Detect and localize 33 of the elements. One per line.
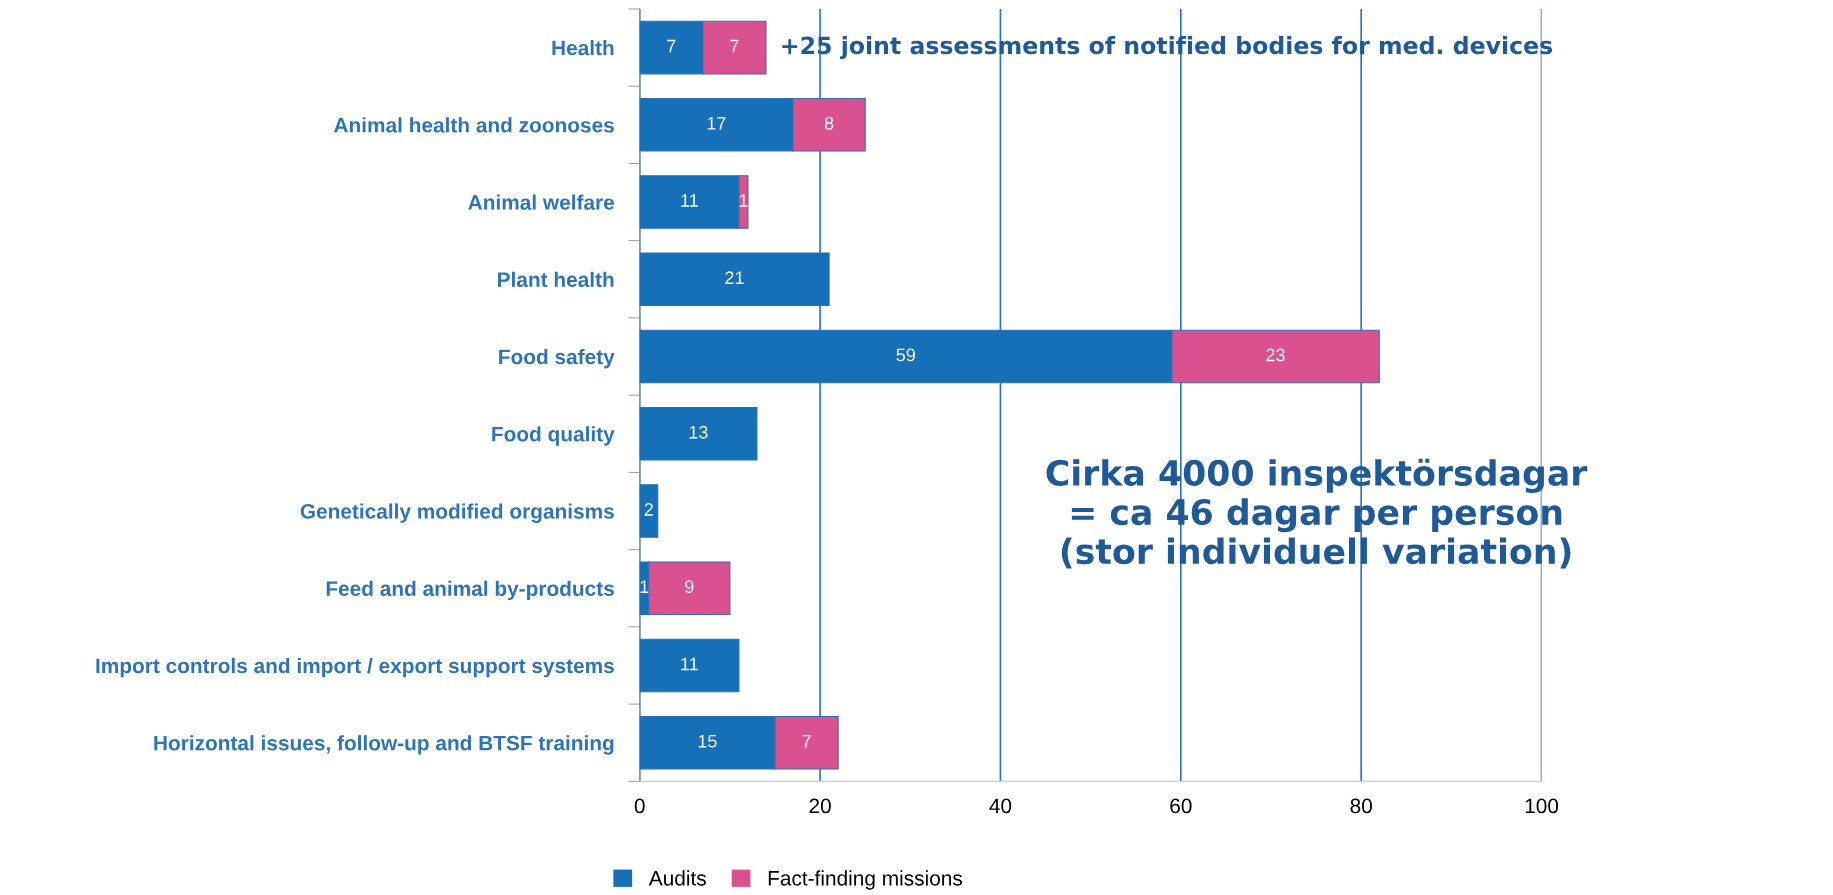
- data-label: 59: [896, 348, 915, 362]
- data-label: 2: [644, 503, 653, 516]
- data-label: 1: [640, 580, 649, 593]
- data-label: 21: [725, 271, 744, 284]
- x-tick-label: 40: [989, 798, 1012, 814]
- data-label: 8: [824, 116, 834, 130]
- data-label: 7: [802, 734, 811, 748]
- y-tick-label: Food safety: [499, 348, 615, 369]
- data-label: 7: [730, 39, 739, 53]
- y-tick-label: Animal welfare: [468, 194, 615, 210]
- y-tick-label: Health: [552, 40, 614, 56]
- data-label: 11: [681, 657, 698, 671]
- x-tick-label: 20: [809, 798, 831, 814]
- data-label: 23: [1266, 348, 1285, 362]
- y-tick-label: Import controls and import / export support systems: [96, 657, 614, 678]
- y-tick-label: Plant health: [498, 271, 614, 288]
- x-tick-label: 0: [634, 798, 645, 814]
- data-label: 9: [685, 580, 694, 594]
- y-tick-label: Feed and animal by-products: [326, 580, 614, 601]
- data-label: 17: [707, 117, 726, 130]
- data-label: 11: [681, 194, 698, 207]
- data-label: 7: [667, 39, 676, 53]
- x-tick-label: 100: [1525, 798, 1559, 814]
- x-tick-label: 60: [1170, 798, 1192, 814]
- legend-label: Audits: [648, 870, 706, 886]
- y-tick-label: Genetically modified organisms: [300, 503, 614, 523]
- legend-label: Fact-finding missions: [768, 870, 963, 890]
- data-label: 15: [698, 734, 717, 748]
- y-tick-label: Food quality: [492, 426, 615, 446]
- y-tick-label: Animal health and zoonoses: [333, 117, 614, 133]
- y-tick-label: Horizontal issues, follow-up and BTSF training: [154, 735, 614, 755]
- x-tick-label: 80: [1350, 798, 1372, 814]
- data-label: 13: [689, 425, 708, 439]
